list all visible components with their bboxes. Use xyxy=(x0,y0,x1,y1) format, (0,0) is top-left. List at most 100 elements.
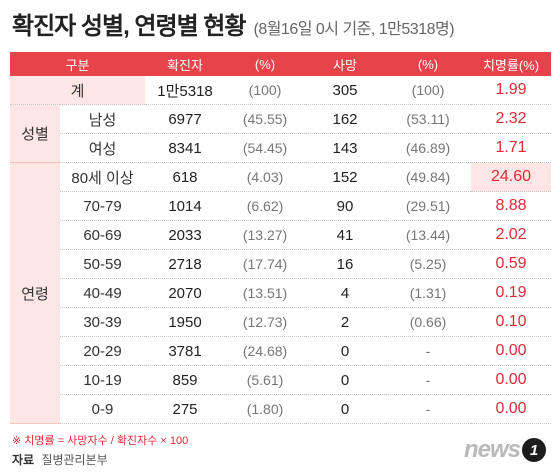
confirmed-pct-cell: (13.51) xyxy=(225,278,306,308)
confirmed-cell: 1950 xyxy=(145,307,226,337)
column-header-confirmed-pct: (%) xyxy=(225,52,306,76)
deaths-cell: 162 xyxy=(305,104,386,134)
table-row: 성별 남성 6977 (45.55) 162 (53.11) 2.32 xyxy=(10,104,552,163)
confirmed-cell: 275 xyxy=(145,394,226,424)
fatality-rate-cell: 0.10 xyxy=(471,307,552,337)
confirmed-cell: 6977 xyxy=(145,104,226,134)
table-row: 여성 8341 (54.45) 143 (46.89) 1.71 xyxy=(10,133,552,163)
header: 확진자 성별, 연령별 현황 (8월16일 0시 기준, 1만5318명) xyxy=(12,6,455,40)
fatality-rate-cell: 2.32 xyxy=(471,104,552,134)
confirmed-pct-cell: (12.73) xyxy=(225,307,306,337)
confirmed-cell: 8341 xyxy=(145,133,226,163)
confirmed-pct-cell: (1.80) xyxy=(225,394,306,424)
confirmed-cell: 2070 xyxy=(145,278,226,308)
page-subtitle: (8월16일 0시 기준, 1만5318명) xyxy=(253,21,455,38)
column-header-deaths-pct: (%) xyxy=(385,52,472,76)
confirmed-cell: 1만5318 xyxy=(145,76,226,105)
deaths-cell: 305 xyxy=(305,76,386,105)
footnote: ※ 치명률 = 사망자수 / 확진자수 × 100 xyxy=(12,435,189,447)
logo-text: news xyxy=(463,436,521,463)
confirmed-pct-cell: (24.68) xyxy=(225,336,306,366)
deaths-pct-cell: (5.25) xyxy=(385,249,472,279)
deaths-pct-cell: (53.11) xyxy=(385,104,472,134)
deaths-cell: 2 xyxy=(305,307,386,337)
fatality-rate-cell: 24.60 xyxy=(471,162,552,192)
confirmed-cell: 2033 xyxy=(145,220,226,250)
source-value: 질병관리본부 xyxy=(41,453,108,467)
row-label: 50-59 xyxy=(60,249,146,279)
table-row: 20-29 3781 (24.68) 0 - 0.00 xyxy=(10,336,552,366)
confirmed-pct-cell: (17.74) xyxy=(225,249,306,279)
fatality-rate-cell: 0.00 xyxy=(471,394,552,424)
column-header-category: 구분 xyxy=(10,52,146,76)
group-label-age: 연령 xyxy=(10,162,60,424)
column-header-confirmed: 확진자 xyxy=(145,52,226,76)
table-row: 70-79 1014 (6.62) 90 (29.51) 8.88 xyxy=(10,191,552,221)
deaths-cell: 152 xyxy=(305,162,386,192)
fatality-rate-cell: 0.00 xyxy=(471,365,552,395)
deaths-cell: 41 xyxy=(305,220,386,250)
deaths-pct-cell: (0.66) xyxy=(385,307,472,337)
confirmed-pct-cell: (45.55) xyxy=(225,104,306,134)
deaths-pct-cell: (46.89) xyxy=(385,133,472,163)
deaths-pct-cell: - xyxy=(385,336,472,366)
table-row: 40-49 2070 (13.51) 4 (1.31) 0.19 xyxy=(10,278,552,308)
fatality-rate-cell: 1.99 xyxy=(471,76,552,105)
confirmed-pct-cell: (54.45) xyxy=(225,133,306,163)
deaths-cell: 90 xyxy=(305,191,386,221)
deaths-pct-cell: (13.44) xyxy=(385,220,472,250)
table-row: 연령 80세 이상 618 (4.03) 152 (49.84) 24.60 xyxy=(10,162,552,424)
table-row: 10-19 859 (5.61) 0 - 0.00 xyxy=(10,365,552,395)
deaths-pct-cell: - xyxy=(385,394,472,424)
confirmed-cell: 618 xyxy=(145,162,226,192)
confirmed-cell: 2718 xyxy=(145,249,226,279)
fatality-rate-cell: 0.59 xyxy=(471,249,552,279)
confirmed-cell: 859 xyxy=(145,365,226,395)
stats-table: 구분 확진자 (%) 사망 (%) 치명률(%) 계 1만5318 (100) … xyxy=(10,52,552,424)
row-label: 남성 xyxy=(60,104,146,134)
logo-mark-icon: 1 xyxy=(522,438,546,462)
deaths-pct-cell: - xyxy=(385,365,472,395)
row-label: 여성 xyxy=(60,133,146,163)
row-label: 70-79 xyxy=(60,191,146,221)
fatality-rate-cell: 2.02 xyxy=(471,220,552,250)
deaths-pct-cell: (100) xyxy=(385,76,472,105)
page-title: 확진자 성별, 연령별 현황 xyxy=(12,13,246,40)
deaths-cell: 143 xyxy=(305,133,386,163)
row-label: 20-29 xyxy=(60,336,146,366)
table-row: 0-9 275 (1.80) 0 - 0.00 xyxy=(10,394,552,424)
row-label: 40-49 xyxy=(60,278,146,308)
deaths-cell: 0 xyxy=(305,365,386,395)
table-row-total: 계 1만5318 (100) 305 (100) 1.99 xyxy=(10,76,552,105)
fatality-rate-cell: 0.00 xyxy=(471,336,552,366)
confirmed-pct-cell: (100) xyxy=(225,76,306,105)
deaths-cell: 16 xyxy=(305,249,386,279)
deaths-cell: 4 xyxy=(305,278,386,308)
table-row: 30-39 1950 (12.73) 2 (0.66) 0.10 xyxy=(10,307,552,337)
column-header-fatality-rate: 치명률(%) xyxy=(471,52,552,76)
row-label: 계 xyxy=(10,76,146,105)
fatality-rate-cell: 0.19 xyxy=(471,278,552,308)
deaths-cell: 0 xyxy=(305,336,386,366)
confirmed-pct-cell: (13.27) xyxy=(225,220,306,250)
deaths-cell: 0 xyxy=(305,394,386,424)
confirmed-cell: 1014 xyxy=(145,191,226,221)
confirmed-cell: 3781 xyxy=(145,336,226,366)
row-label: 10-19 xyxy=(60,365,146,395)
table-header-row: 구분 확진자 (%) 사망 (%) 치명률(%) xyxy=(10,52,552,76)
deaths-pct-cell: (29.51) xyxy=(385,191,472,221)
row-label: 0-9 xyxy=(60,394,146,424)
confirmed-pct-cell: (4.03) xyxy=(225,162,306,192)
fatality-rate-cell: 8.88 xyxy=(471,191,552,221)
group-label-sex: 성별 xyxy=(10,104,60,163)
source-line: 자료 질병관리본부 xyxy=(12,451,108,468)
fatality-rate-cell: 1.71 xyxy=(471,133,552,163)
confirmed-pct-cell: (5.61) xyxy=(225,365,306,395)
row-label: 80세 이상 xyxy=(60,162,146,192)
news1-logo: news 1 xyxy=(464,436,546,464)
source-label: 자료 xyxy=(12,453,35,467)
deaths-pct-cell: (49.84) xyxy=(385,162,472,192)
table-row: 50-59 2718 (17.74) 16 (5.25) 0.59 xyxy=(10,249,552,279)
table-row: 60-69 2033 (13.27) 41 (13.44) 2.02 xyxy=(10,220,552,250)
row-label: 60-69 xyxy=(60,220,146,250)
